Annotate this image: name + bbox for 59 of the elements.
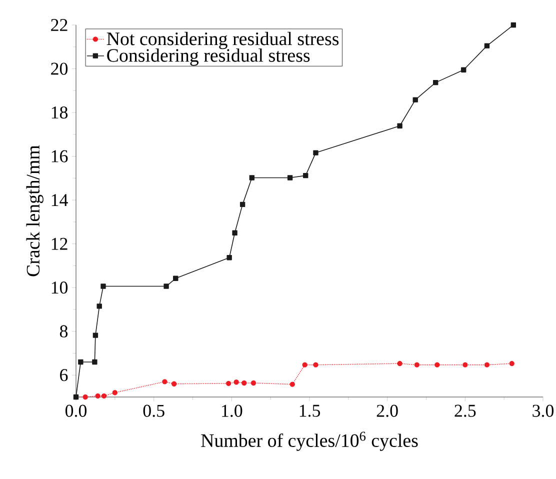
- point: [234, 380, 239, 385]
- y-tick-label: 16: [52, 150, 68, 162]
- point: [92, 359, 98, 365]
- x-tick-label: 1.0: [222, 404, 242, 417]
- point: [95, 393, 100, 398]
- x-tick-label: 0.5: [143, 404, 164, 417]
- point: [510, 22, 516, 28]
- y-tick-label: 12: [52, 238, 68, 250]
- point: [462, 362, 468, 368]
- y-tick-label: 14: [52, 194, 68, 206]
- point: [434, 362, 440, 368]
- y-axis-title: Crack length/mm: [26, 145, 44, 276]
- point: [412, 97, 418, 102]
- point: [302, 362, 308, 368]
- point: [433, 80, 438, 86]
- point: [303, 172, 308, 178]
- point: [100, 284, 106, 289]
- point: [232, 230, 238, 236]
- y-tick-label: 6: [60, 369, 68, 382]
- x-tick-label: 3.0: [532, 404, 554, 417]
- x-axis-title: Number of cycles/10$^{6}$ cycles: [201, 432, 418, 451]
- legend-label: Considering residual stress: [107, 48, 310, 66]
- point: [92, 332, 98, 338]
- y-tick-label: 20: [51, 62, 68, 75]
- point: [82, 394, 88, 400]
- point: [173, 276, 178, 281]
- x-tick-label: 1.5: [300, 404, 320, 417]
- point: [313, 150, 318, 156]
- point: [164, 284, 169, 289]
- point: [101, 393, 107, 398]
- point: [461, 67, 466, 72]
- point: [397, 360, 402, 366]
- point: [78, 359, 84, 365]
- x-tick-label: 0.0: [65, 404, 87, 417]
- x-tick-label: 2.5: [454, 404, 476, 417]
- point: [509, 360, 514, 366]
- point: [414, 362, 420, 368]
- point: [484, 43, 490, 48]
- point: [313, 362, 318, 368]
- point: [240, 202, 246, 208]
- point: [162, 379, 168, 384]
- y-tick-label: 18: [52, 106, 68, 119]
- point: [484, 362, 490, 368]
- point: [250, 380, 256, 386]
- point: [242, 380, 247, 386]
- point: [96, 304, 102, 309]
- point: [249, 175, 254, 180]
- point: [171, 381, 177, 386]
- x-tick-label: 2.0: [376, 404, 398, 417]
- point: [397, 123, 402, 128]
- point: [287, 175, 293, 180]
- y-tick-label: 8: [60, 325, 68, 338]
- legend-label: Not considering residual stress: [106, 32, 339, 50]
- point: [290, 382, 295, 387]
- point: [112, 390, 118, 396]
- y-tick-label: 22: [51, 19, 68, 31]
- y-tick-label: 10: [52, 282, 68, 294]
- point: [226, 380, 232, 386]
- point: [226, 255, 232, 260]
